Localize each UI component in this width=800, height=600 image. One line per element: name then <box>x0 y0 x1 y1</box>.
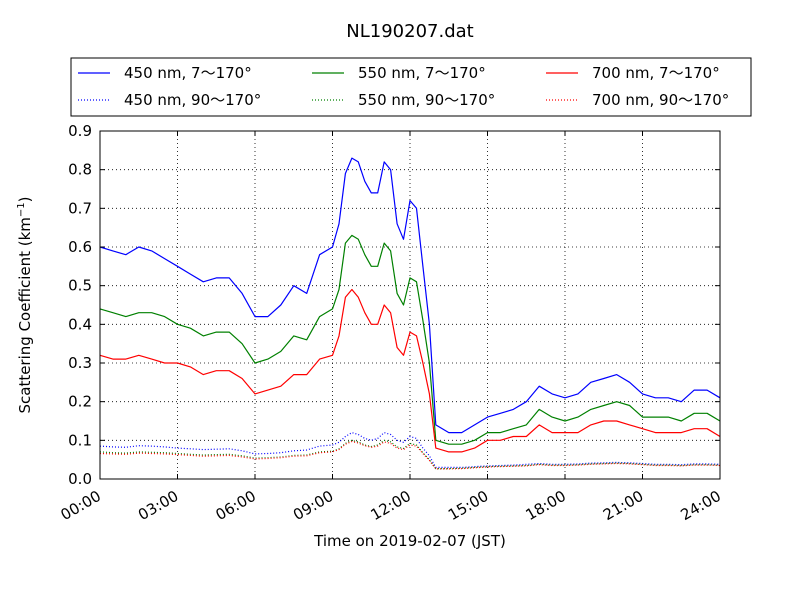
legend-label: 550 nm, 7～170° <box>358 64 486 82</box>
y-tick-label: 0.7 <box>68 199 92 217</box>
legend-frame <box>70 57 752 117</box>
y-tick-label: 0.3 <box>68 354 92 372</box>
legend-label: 700 nm, 90～170° <box>592 91 729 109</box>
y-tick-label: 0.5 <box>68 277 92 295</box>
legend-label: 700 nm, 7～170° <box>592 64 720 82</box>
legend: 450 nm, 7～170° 450 nm, 90～170° 550 nm, 7～1… <box>70 57 752 117</box>
x-tick-label: 03:00 <box>135 487 181 524</box>
y-axis-label-exponent: −1 <box>16 202 27 217</box>
y-tick-label: 0.2 <box>68 393 92 411</box>
x-tick-label: 09:00 <box>290 487 336 524</box>
legend-label: 550 nm, 90～170° <box>358 91 495 109</box>
series-line <box>99 234 721 445</box>
y-tick-label: 0.6 <box>68 238 92 256</box>
x-tick-label: 15:00 <box>445 487 491 524</box>
legend-label: 450 nm, 90～170° <box>124 91 261 109</box>
x-axis-label: Time on 2019-02-07 (JST) <box>313 532 506 550</box>
series-line <box>99 288 721 453</box>
y-tick-label: 0.8 <box>68 161 92 179</box>
x-tick-label: 12:00 <box>368 487 414 524</box>
legend-label: 450 nm, 7～170° <box>124 64 252 82</box>
y-tick-label: 0.0 <box>68 470 92 488</box>
series-line <box>99 432 721 468</box>
y-tick-label: 0.4 <box>68 315 92 333</box>
x-tick-label: 06:00 <box>213 487 259 524</box>
series-line <box>99 440 721 470</box>
y-axis-label-main: Scattering Coefficient (km <box>16 217 34 413</box>
chart-title: NL190207.dat <box>346 21 473 42</box>
grid <box>100 131 720 479</box>
x-tick-label: 21:00 <box>600 487 646 524</box>
plot-lines <box>99 157 721 470</box>
y-axis-label: Scattering Coefficient (km−1) <box>16 196 34 413</box>
y-axis-label-close: ) <box>16 196 34 202</box>
x-tick-label: 24:00 <box>678 487 724 524</box>
y-tick-label: 0.9 <box>68 122 92 140</box>
series-line <box>99 157 721 434</box>
x-tick-label: 00:00 <box>58 487 104 524</box>
y-tick-label: 0.1 <box>68 431 92 449</box>
series-line <box>99 439 721 470</box>
x-tick-label: 18:00 <box>523 487 569 524</box>
